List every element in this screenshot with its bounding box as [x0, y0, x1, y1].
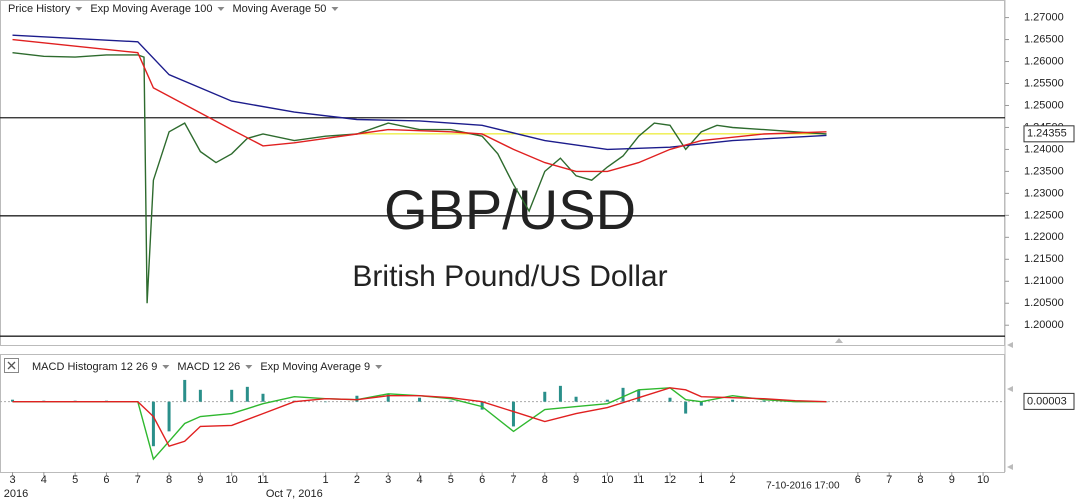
histogram-bar [543, 391, 547, 402]
x-tick-label: 2 [354, 474, 360, 486]
y-tick-label: 1.26500 [1024, 33, 1064, 45]
x-tick-label: 6 [103, 474, 109, 486]
x-tick-label: 7 [135, 474, 141, 486]
legend-entry[interactable]: MACD Histogram 12 26 9 [32, 361, 157, 373]
watermark-subtitle: British Pound/US Dollar [352, 260, 667, 293]
y-tick-label: 1.22500 [1024, 209, 1064, 221]
legend-dropdown[interactable] [75, 7, 83, 11]
histogram-bar [151, 401, 155, 447]
y-tick-label: 1.22000 [1024, 231, 1064, 243]
x-tick-label: 10 [226, 474, 238, 486]
histogram-bar [558, 385, 562, 402]
histogram-bar [418, 397, 422, 402]
y-tick-label: 1.21000 [1024, 275, 1064, 287]
x-tick-label: 9 [949, 474, 955, 486]
close-button[interactable] [4, 358, 19, 373]
legend-dropdown[interactable] [162, 365, 170, 369]
y-tick-label: 1.23000 [1024, 187, 1064, 199]
series-line [12, 38, 827, 173]
watermark-title: GBP/USD [384, 178, 636, 241]
histogram-bar [230, 389, 234, 402]
y-tick-label: 1.20000 [1024, 319, 1064, 331]
x-tick-label: 3 [385, 474, 391, 486]
legend-dropdown[interactable] [245, 365, 253, 369]
y-tick-label: 1.25500 [1024, 77, 1064, 89]
x-tick-label: 8 [917, 474, 923, 486]
legend-entry[interactable]: Price History [8, 3, 71, 15]
histogram-bar [574, 396, 578, 402]
legend-entry[interactable]: MACD 12 26 [177, 361, 240, 373]
legend-entry[interactable]: Exp Moving Average 9 [260, 361, 370, 373]
x-tick-label: 6 [855, 474, 861, 486]
x-tick-label: 2 [730, 474, 736, 486]
histogram-bar [324, 401, 328, 403]
x-tick-label: 11 [633, 474, 644, 486]
histogram-bar [731, 399, 735, 402]
legend-dropdown[interactable] [217, 7, 225, 11]
last-price-label: 1.24355 [1027, 128, 1067, 140]
legend-dropdown[interactable] [375, 365, 383, 369]
x-tick-label: 5 [448, 474, 454, 486]
x-tick-label: 10 [977, 474, 989, 486]
x-tick-label: 8 [542, 474, 548, 486]
histogram-bar [261, 393, 265, 402]
series-line [12, 387, 827, 461]
y-tick-label: 1.24000 [1024, 143, 1064, 155]
legend-entry[interactable]: Exp Moving Average 100 [90, 3, 212, 15]
histogram-bar [355, 395, 359, 402]
histogram-bar [637, 389, 641, 402]
histogram-bar [449, 400, 453, 402]
x-date-label: Oct 7, 2016 [266, 488, 323, 500]
y-tick-label: 1.27000 [1024, 11, 1064, 23]
price-panel [0, 0, 1005, 346]
histogram-bar [621, 387, 625, 402]
x-date-label: 2016 [4, 488, 28, 500]
x-tick-label: 6 [479, 474, 485, 486]
y-tick-label: 1.21500 [1024, 253, 1064, 265]
y-tick-label: 1.26000 [1024, 55, 1064, 67]
series-line [12, 34, 827, 151]
histogram-bar [684, 401, 688, 414]
x-tick-label: 5 [72, 474, 78, 486]
x-tick-label: 1 [323, 474, 329, 486]
last-price-box [1023, 125, 1075, 143]
y-tick-label: 1.25000 [1024, 99, 1064, 111]
x-tick-label: 9 [573, 474, 579, 486]
y-tick-label: 1.23500 [1024, 165, 1064, 177]
x-tick-label: 8 [166, 474, 172, 486]
x-tick-label: 11 [257, 474, 268, 486]
last-value-label: 0.00003 [1027, 395, 1067, 407]
histogram-bar [167, 401, 171, 432]
histogram-bar [480, 401, 484, 410]
x-tick-label: 1 [698, 474, 704, 486]
x-tick-label: 12 [664, 474, 676, 486]
x-tick-label: 3 [9, 474, 15, 486]
histogram-bar [605, 399, 609, 402]
histogram-bar [511, 401, 515, 427]
histogram-bar [762, 400, 766, 402]
x-tick-label: 10 [601, 474, 613, 486]
histogram-bar [245, 386, 249, 402]
current-time-label: 7-10-2016 17:00 [766, 481, 840, 492]
histogram-bar [183, 379, 187, 402]
series-line [12, 52, 827, 304]
histogram-bar [386, 393, 390, 402]
x-tick-label: 9 [197, 474, 203, 486]
series-line [12, 387, 827, 448]
last-value-box [1023, 392, 1075, 410]
x-tick-label: 7 [886, 474, 892, 486]
histogram-bar [825, 401, 829, 403]
histogram-bar [699, 401, 703, 406]
legend-entry[interactable]: Moving Average 50 [232, 3, 326, 15]
histogram-bar [11, 399, 15, 402]
histogram-bar [668, 397, 672, 402]
legend-dropdown[interactable] [331, 7, 339, 11]
x-tick-label: 4 [41, 474, 47, 486]
x-tick-label: 4 [416, 474, 422, 486]
close-icon[interactable] [7, 361, 16, 370]
y-tick-label: 1.20500 [1024, 297, 1064, 309]
histogram-bar [198, 389, 202, 402]
x-tick-label: 7 [510, 474, 516, 486]
